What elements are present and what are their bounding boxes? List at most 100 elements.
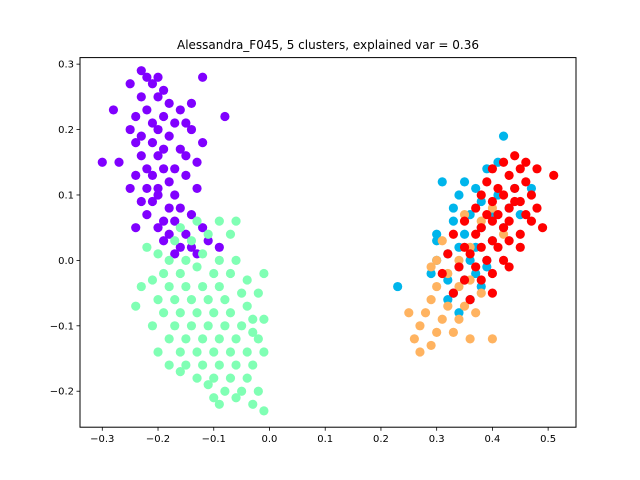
data-point: [259, 268, 269, 279]
data-point: [242, 347, 252, 357]
data-point: [192, 262, 202, 272]
data-point: [515, 164, 525, 174]
data-point: [259, 406, 269, 416]
data-point: [147, 321, 158, 331]
data-point: [476, 190, 486, 200]
data-point: [164, 177, 174, 187]
data-point: [164, 255, 174, 265]
data-point: [153, 92, 163, 102]
data-point: [214, 334, 224, 344]
data-point: [443, 301, 453, 311]
data-point: [192, 373, 202, 383]
data-points: [97, 66, 559, 416]
data-point: [136, 281, 146, 292]
data-point: [549, 170, 559, 180]
data-point: [471, 203, 481, 213]
data-point: [465, 295, 475, 305]
data-point: [242, 301, 252, 311]
data-point: [443, 275, 453, 285]
y-tick-label: 0.1: [58, 190, 74, 201]
data-point: [142, 183, 152, 194]
x-tick-label: −0.1: [202, 434, 226, 445]
data-point: [181, 281, 191, 292]
data-point: [225, 268, 236, 279]
data-point: [459, 242, 470, 252]
data-point: [159, 164, 169, 174]
data-point: [186, 242, 197, 252]
data-point: [498, 190, 509, 200]
data-point: [426, 268, 436, 279]
data-point: [142, 164, 152, 174]
data-point: [175, 223, 185, 233]
data-point: [476, 281, 486, 292]
x-tick-label: 0.2: [373, 434, 389, 445]
data-point: [214, 281, 224, 292]
data-point: [487, 196, 497, 207]
data-point: [147, 275, 158, 285]
data-point: [471, 262, 481, 272]
data-point: [181, 360, 191, 370]
data-point: [476, 223, 486, 233]
data-point: [153, 151, 163, 161]
data-point: [175, 268, 185, 279]
data-point: [532, 203, 542, 213]
data-point: [142, 72, 152, 82]
data-point: [443, 295, 453, 305]
data-point: [237, 386, 247, 396]
data-point: [459, 177, 470, 187]
data-point: [192, 157, 202, 167]
data-point: [487, 203, 497, 213]
data-point: [164, 98, 174, 108]
data-point: [415, 347, 425, 357]
data-point: [186, 124, 197, 135]
data-point: [175, 144, 185, 154]
data-point: [231, 360, 241, 370]
data-point: [198, 249, 208, 259]
data-point: [136, 66, 146, 76]
data-point: [159, 144, 169, 154]
data-point: [476, 216, 486, 226]
data-point: [198, 72, 208, 82]
data-point: [426, 340, 436, 351]
data-point: [170, 118, 180, 128]
data-point: [186, 210, 197, 220]
data-point: [510, 196, 520, 207]
data-point: [214, 399, 224, 409]
data-point: [192, 216, 202, 226]
data-point: [454, 255, 464, 265]
data-point: [220, 321, 230, 331]
data-point: [181, 255, 191, 265]
data-point: [237, 288, 247, 298]
chart-title: Alessandra_F045, 5 clusters, explained v…: [177, 38, 479, 52]
data-point: [186, 98, 197, 108]
data-point: [537, 223, 548, 233]
data-point: [498, 223, 509, 233]
data-point: [153, 190, 163, 200]
data-point: [498, 255, 509, 265]
data-point: [170, 321, 180, 331]
data-point: [443, 249, 453, 259]
data-point: [220, 295, 230, 305]
data-point: [476, 242, 486, 252]
x-tick-label: 0.0: [262, 434, 278, 445]
data-point: [454, 308, 464, 318]
data-point: [493, 183, 503, 194]
data-point: [142, 105, 152, 115]
data-point: [454, 190, 464, 200]
data-point: [415, 321, 425, 331]
data-point: [231, 216, 241, 226]
data-point: [153, 124, 163, 135]
data-point: [476, 288, 486, 298]
y-tick-label: 0.2: [58, 125, 74, 136]
data-point: [510, 183, 520, 194]
data-point: [170, 216, 180, 226]
data-point: [136, 92, 146, 102]
data-point: [393, 281, 403, 292]
data-point: [220, 111, 230, 122]
data-point: [487, 288, 497, 298]
data-point: [532, 164, 542, 174]
data-point: [214, 242, 224, 252]
data-point: [498, 229, 509, 239]
x-tick-label: 0.5: [540, 434, 556, 445]
